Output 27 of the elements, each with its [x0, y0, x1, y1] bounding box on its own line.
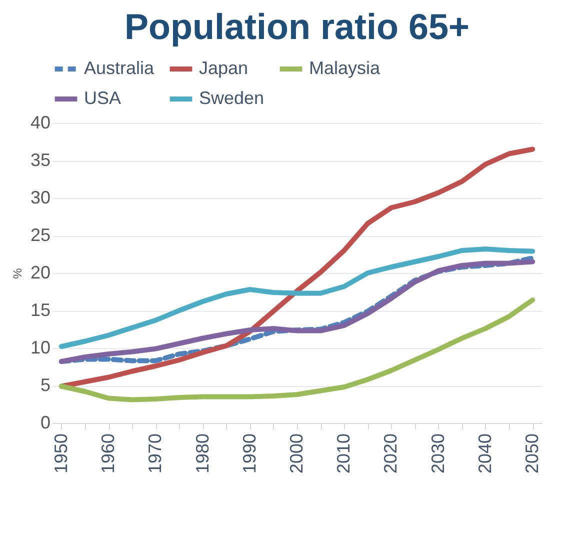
y-tick-label: 25 — [30, 225, 50, 245]
x-tick-label: 2000 — [286, 434, 306, 474]
legend-label: Australia — [84, 58, 156, 78]
y-tick-label: 35 — [30, 150, 50, 170]
x-tick-label: 1970 — [145, 434, 166, 474]
y-tick-label: 20 — [30, 262, 50, 282]
y-tick-label: 5 — [40, 375, 50, 395]
legend-label: Sweden — [199, 88, 264, 108]
x-tick-label: 1980 — [192, 434, 212, 474]
x-tick-label: 1950 — [50, 434, 71, 474]
x-tick-label: 2030 — [428, 434, 448, 474]
legend-label: Japan — [199, 58, 248, 78]
y-tick-label: 40 — [30, 112, 50, 132]
x-tick-label: 1990 — [239, 434, 260, 474]
y-tick-label: 15 — [30, 300, 50, 320]
x-tick-label: 2010 — [334, 434, 354, 474]
y-axis-title: % — [10, 268, 24, 279]
legend-label: Malaysia — [309, 58, 382, 78]
y-tick-label: 10 — [30, 338, 50, 358]
y-tick-label: 30 — [30, 188, 50, 208]
x-tick-label: 2050 — [522, 434, 542, 474]
legend-label: USA — [84, 88, 122, 108]
x-tick-label: 1960 — [98, 434, 118, 474]
x-tick-label: 2040 — [474, 434, 495, 474]
chart-title: Population ratio 65+ — [124, 6, 470, 47]
y-tick-label: 0 — [40, 412, 50, 432]
x-tick-label: 2020 — [380, 434, 401, 474]
